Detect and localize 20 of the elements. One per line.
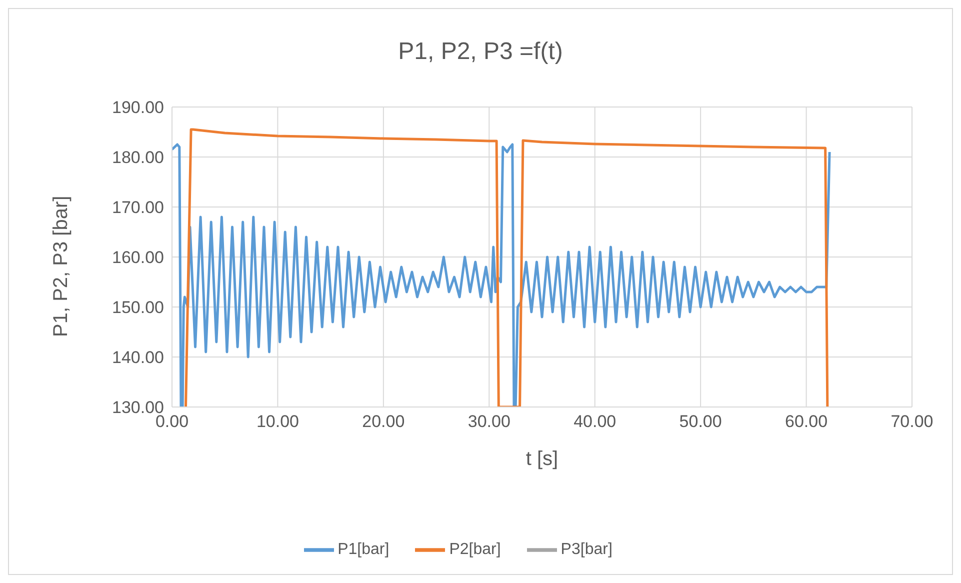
legend-label: P2[bar] — [449, 541, 501, 558]
chart-title: P1, P2, P3 =f(t) — [397, 38, 564, 66]
x-tick-label: 40.00 — [574, 412, 616, 432]
x-tick-label: 70.00 — [890, 412, 934, 432]
x-tick-label: 60.00 — [785, 412, 828, 432]
x-tick-label: 0.00 — [155, 412, 189, 432]
y-tick-label: 190.00 — [112, 98, 164, 118]
y-axis-title: P1, P2, P3 [bar] — [50, 196, 72, 337]
y-tick-label: 150.00 — [112, 298, 164, 318]
x-tick-label: 20.00 — [362, 412, 405, 432]
x-axis-title: t [s] — [526, 448, 558, 470]
x-tick-label: 30.00 — [468, 412, 510, 432]
y-tick-label: 160.00 — [112, 248, 164, 268]
y-tick-label: 140.00 — [112, 348, 164, 368]
legend-label: P1[bar] — [338, 541, 390, 558]
x-tick-label: 10.00 — [256, 412, 299, 432]
x-tick-label: 50.00 — [679, 412, 722, 432]
y-tick-label: 170.00 — [112, 198, 164, 218]
y-tick-label: 180.00 — [112, 148, 164, 168]
legend-label: P3[bar] — [560, 541, 612, 558]
